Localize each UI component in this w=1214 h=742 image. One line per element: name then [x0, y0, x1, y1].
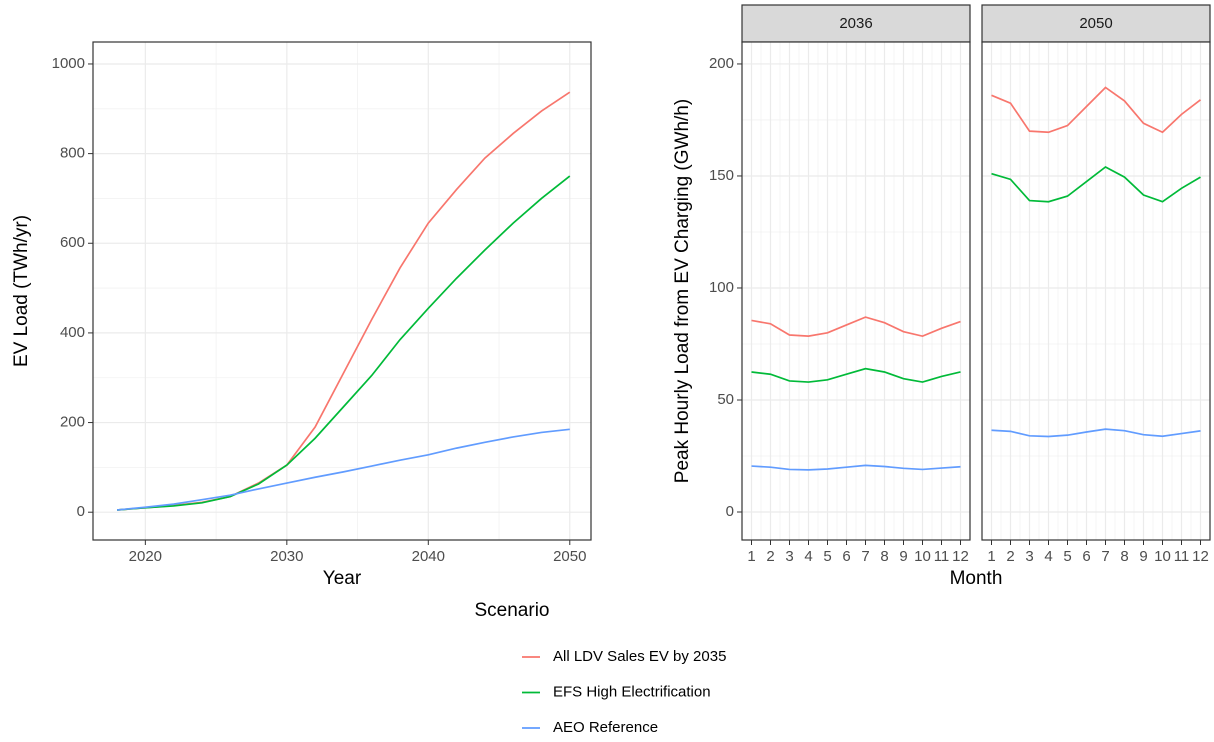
- y-tick-label: 800: [60, 145, 85, 162]
- line-series: [991, 165, 1201, 203]
- x-tick-label: 12: [1192, 548, 1209, 565]
- x-axis-title: Year: [323, 568, 362, 589]
- x-tick-label: 2030: [270, 548, 303, 565]
- x-tick-label: 5: [1063, 548, 1071, 565]
- line-series: [991, 428, 1201, 438]
- x-tick-label: 11: [1174, 548, 1190, 565]
- y-tick-label: 0: [77, 503, 85, 520]
- x-tick-label: 4: [804, 548, 812, 565]
- line-series: [751, 367, 961, 383]
- y-tick-label: 150: [709, 167, 734, 184]
- y-tick-label: 1000: [52, 55, 85, 72]
- panel-border: [92, 41, 592, 541]
- y-tick-label: 400: [60, 324, 85, 341]
- x-tick-label: 6: [1082, 548, 1090, 565]
- x-tick-label: 5: [823, 548, 831, 565]
- legend-label: All LDV Sales EV by 2035: [553, 648, 726, 665]
- y-tick-label: 600: [60, 234, 85, 251]
- x-tick-label: 10: [1154, 548, 1171, 565]
- panel-border: [741, 41, 971, 541]
- y-tick-label: 200: [709, 55, 734, 72]
- y-tick-label: 100: [709, 279, 734, 296]
- x-tick-label: 9: [899, 548, 907, 565]
- x-tick-label: 7: [861, 548, 869, 565]
- legend-label: AEO Reference: [553, 719, 658, 736]
- line-series: [751, 316, 961, 338]
- strip-label: 2050: [1079, 15, 1112, 32]
- x-tick-label: 10: [914, 548, 931, 565]
- legend-label: EFS High Electrification: [553, 683, 711, 700]
- x-tick-label: 3: [785, 548, 793, 565]
- x-tick-label: 1: [747, 548, 755, 565]
- x-tick-label: 4: [1044, 548, 1052, 565]
- panel-border: [981, 41, 1211, 541]
- x-tick-label: 11: [934, 548, 950, 565]
- x-axis-title: Month: [950, 568, 1003, 589]
- x-tick-label: 1: [987, 548, 995, 565]
- x-tick-label: 2050: [553, 548, 586, 565]
- x-tick-label: 8: [880, 548, 888, 565]
- x-tick-label: 7: [1101, 548, 1109, 565]
- line-series: [116, 175, 571, 511]
- y-axis-title: EV Load (TWh/yr): [11, 215, 32, 367]
- x-tick-label: 3: [1025, 548, 1033, 565]
- y-tick-label: 50: [717, 391, 734, 408]
- line-series: [991, 86, 1202, 134]
- panel-background: [93, 42, 591, 540]
- strip-label: 2036: [839, 15, 872, 32]
- x-tick-label: 2: [1006, 548, 1014, 565]
- x-tick-label: 9: [1139, 548, 1147, 565]
- y-tick-label: 200: [60, 414, 85, 431]
- x-tick-label: 2040: [412, 548, 445, 565]
- x-tick-label: 12: [952, 548, 969, 565]
- strip: [981, 4, 1211, 43]
- x-tick-label: 8: [1120, 548, 1128, 565]
- line-series: [116, 428, 570, 511]
- x-tick-label: 2020: [129, 548, 162, 565]
- legend-title: Scenario: [475, 600, 550, 621]
- x-tick-label: 2: [766, 548, 774, 565]
- x-tick-label: 6: [842, 548, 850, 565]
- y-axis-title: Peak Hourly Load from EV Charging (GWh/h…: [672, 99, 693, 483]
- y-tick-label: 0: [726, 503, 734, 520]
- line-series: [751, 464, 961, 471]
